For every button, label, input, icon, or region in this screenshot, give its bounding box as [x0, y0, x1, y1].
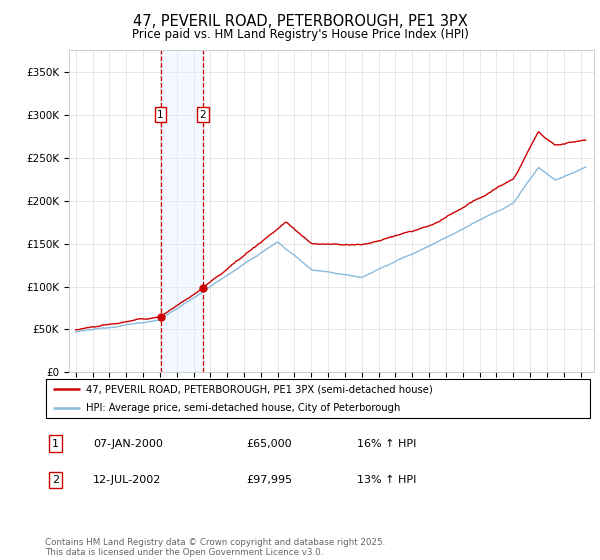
Text: 1: 1 [157, 110, 164, 120]
Text: 07-JAN-2000: 07-JAN-2000 [93, 438, 163, 449]
Text: Price paid vs. HM Land Registry's House Price Index (HPI): Price paid vs. HM Land Registry's House … [131, 28, 469, 41]
Text: 16% ↑ HPI: 16% ↑ HPI [357, 438, 416, 449]
Text: 2: 2 [52, 475, 59, 485]
Text: £65,000: £65,000 [246, 438, 292, 449]
FancyBboxPatch shape [46, 379, 590, 418]
Text: 47, PEVERIL ROAD, PETERBOROUGH, PE1 3PX: 47, PEVERIL ROAD, PETERBOROUGH, PE1 3PX [133, 14, 467, 29]
Text: 1: 1 [52, 438, 59, 449]
Text: Contains HM Land Registry data © Crown copyright and database right 2025.
This d: Contains HM Land Registry data © Crown c… [45, 538, 385, 557]
Text: 2: 2 [199, 110, 206, 120]
Text: HPI: Average price, semi-detached house, City of Peterborough: HPI: Average price, semi-detached house,… [86, 403, 400, 413]
Text: 47, PEVERIL ROAD, PETERBOROUGH, PE1 3PX (semi-detached house): 47, PEVERIL ROAD, PETERBOROUGH, PE1 3PX … [86, 385, 433, 394]
Text: £97,995: £97,995 [246, 475, 292, 485]
Text: 12-JUL-2002: 12-JUL-2002 [93, 475, 161, 485]
Bar [161, 50, 203, 372]
Text: 13% ↑ HPI: 13% ↑ HPI [357, 475, 416, 485]
